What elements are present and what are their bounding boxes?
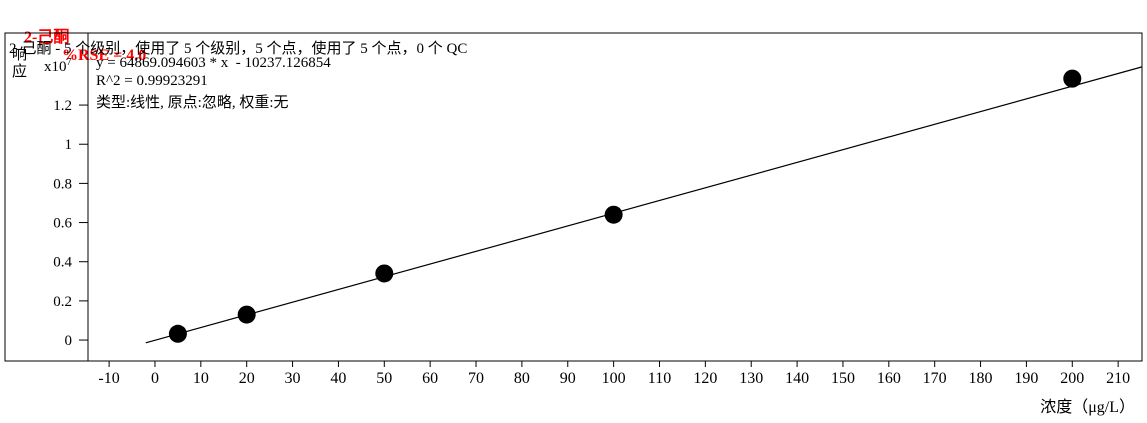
x-tick-label: -10 — [98, 370, 119, 387]
plot-frame — [4, 32, 1143, 362]
y-axis-title: 响应 — [10, 46, 26, 80]
calibration-point[interactable] — [237, 305, 256, 324]
x-tick-label: 130 — [739, 370, 763, 387]
x-tick-label: 100 — [602, 370, 626, 387]
calibration-point[interactable] — [168, 324, 187, 343]
x-tick-label: 140 — [785, 370, 809, 387]
x-tick-label: 150 — [831, 370, 855, 387]
y-tick-label: 0.2 — [53, 294, 72, 310]
y-tick-label: 1 — [65, 137, 73, 153]
rse-value: %RSE = 4.0 — [62, 47, 147, 64]
x-tick-label: 60 — [422, 370, 438, 387]
fit-equation: y = 64869.094603 * x - 10237.126854 — [96, 55, 331, 71]
y-axis-scale-label: x107 — [44, 57, 72, 75]
fit-settings-text: 类型:线性, 原点:忽略, 权重:无 — [96, 95, 289, 111]
x-axis-title: 浓度（μg/L） — [1040, 399, 1135, 416]
r-squared-value: R^2 = 0.99923291 — [96, 73, 208, 89]
calibration-point[interactable] — [1063, 69, 1082, 88]
y-tick-label: 0 — [65, 333, 73, 349]
x-tick-label: 20 — [239, 370, 255, 387]
x-tick-label: 90 — [560, 370, 576, 387]
x-tick-label: 120 — [693, 370, 717, 387]
curve-summary-text: 2-己酮 - 5 个级别，使用了 5 个级别，5 个点，使用了 5 个点，0 个… — [9, 41, 468, 57]
x-tick-label: 80 — [514, 370, 530, 387]
calibration-point[interactable] — [375, 264, 394, 283]
y-tick-label: 0.4 — [53, 255, 72, 271]
calibration-point[interactable] — [604, 205, 623, 224]
x-tick-label: 50 — [376, 370, 392, 387]
x-tick-label: 110 — [648, 370, 671, 387]
x-tick-label: 190 — [1014, 370, 1038, 387]
calibration-fit-line — [145, 66, 1143, 344]
x-tick-label: 180 — [969, 370, 993, 387]
y-tick-label: 1.2 — [53, 98, 72, 114]
y-tick-label: 0.8 — [53, 176, 72, 192]
x-tick-label: 70 — [468, 370, 484, 387]
x-tick-label: 30 — [285, 370, 301, 387]
x-tick-label: 40 — [330, 370, 346, 387]
x-tick-label: 160 — [877, 370, 901, 387]
x-tick-label: 200 — [1060, 370, 1084, 387]
x-tick-label: 10 — [193, 370, 209, 387]
x-tick-label: 0 — [151, 370, 159, 387]
x-tick-label: 170 — [923, 370, 947, 387]
y-tick-label: 0.6 — [53, 216, 72, 232]
x-tick-label: 210 — [1106, 370, 1130, 387]
